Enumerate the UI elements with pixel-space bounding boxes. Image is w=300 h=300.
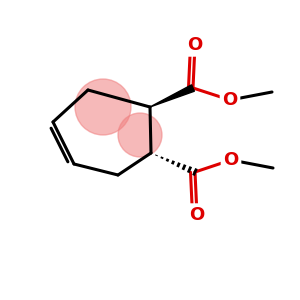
Text: O: O	[188, 36, 202, 54]
Polygon shape	[150, 85, 194, 107]
Text: O: O	[189, 206, 205, 224]
Circle shape	[118, 113, 162, 157]
Circle shape	[75, 79, 131, 135]
Text: O: O	[222, 91, 238, 109]
Text: O: O	[224, 151, 238, 169]
